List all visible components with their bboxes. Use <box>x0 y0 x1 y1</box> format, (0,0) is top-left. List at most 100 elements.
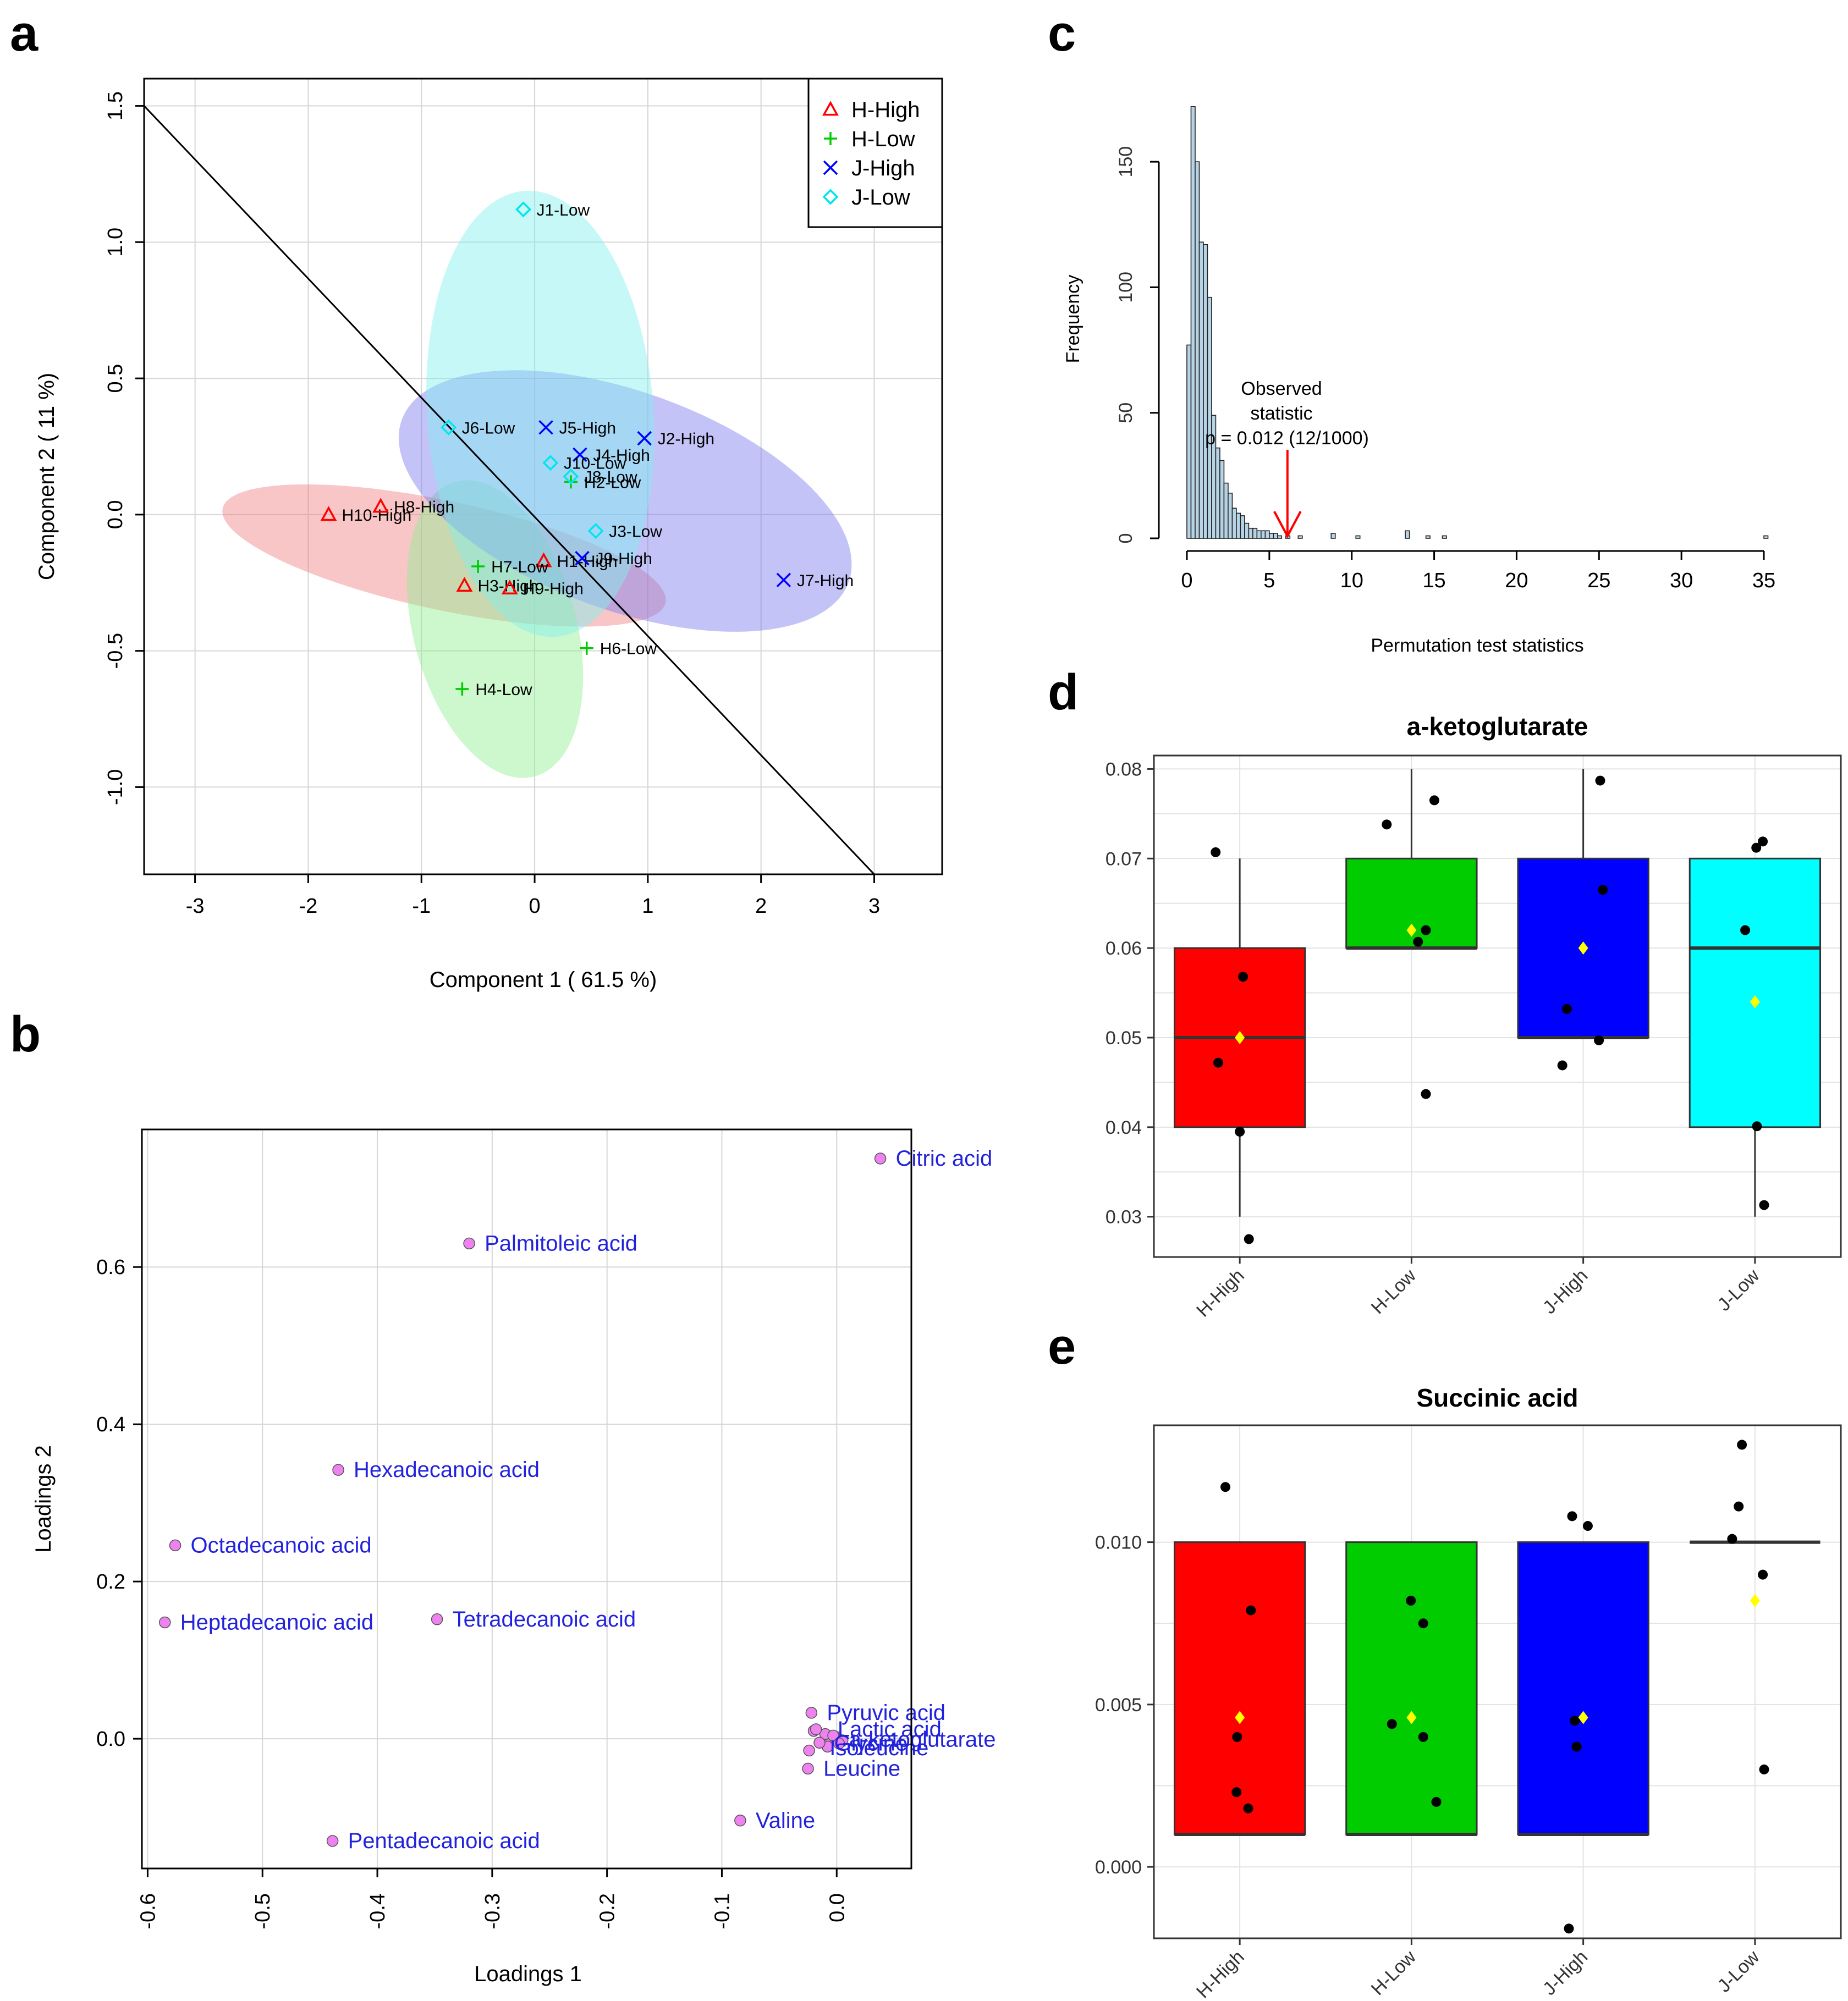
observed-annotation-line-1: Observed <box>1241 378 1322 399</box>
histogram-bar-28 <box>1425 535 1431 539</box>
panel-d-point-3-1 <box>1758 836 1768 847</box>
loading-point-Leucine <box>802 1762 814 1775</box>
loading-cluster-label-1: a-ketoglutarate <box>849 1728 996 1752</box>
panel-c-xtick-label-6: 30 <box>1670 569 1693 592</box>
panel-b-frame <box>141 1128 912 1870</box>
score-point-J5-High <box>538 420 553 435</box>
panel-d-xtick-label-1: H-Low <box>1367 1265 1421 1318</box>
panel-c-xtick-label-2: 10 <box>1340 569 1363 592</box>
panel-c-ytick-label-3: 150 <box>1115 146 1136 178</box>
panel-d-title: a-ketoglutarate <box>1407 712 1588 741</box>
score-point-J8-Low <box>563 468 579 484</box>
panel-d-point-3-4 <box>1759 1200 1769 1210</box>
panel-d-point-0-0 <box>1211 847 1221 857</box>
loading-cluster-point-8 <box>813 1737 826 1749</box>
histogram-bar-9 <box>1223 482 1229 539</box>
histogram-bar-19 <box>1264 530 1270 539</box>
panel-e-letter: e <box>1048 1319 1076 1375</box>
histogram-bar-18 <box>1261 530 1266 539</box>
observed-annotation-line-2: statistic <box>1250 403 1312 424</box>
panel-e-ytick-label-0: 0.000 <box>1095 1857 1142 1878</box>
panel-b-xtick-label-5: -0.1 <box>711 1893 734 1929</box>
loading-label-Valine: Valine <box>756 1809 815 1833</box>
score-point-H4-Low <box>455 682 469 696</box>
panel-d-mean-H-High <box>1235 1031 1245 1044</box>
legend-symbol-J-High <box>823 160 838 175</box>
score-point-J9-High <box>575 550 590 566</box>
panel-e-frame <box>1153 1424 1842 1939</box>
score-label-J5-High: J5-High <box>559 419 616 437</box>
panel-a-ytick-label-4: -0.5 <box>104 633 127 669</box>
loading-label-Octadecanoic acid: Octadecanoic acid <box>191 1533 372 1557</box>
panel-b-letter: b <box>10 1006 41 1062</box>
panel-d-point-0-3 <box>1235 1127 1245 1137</box>
panel-d-mean-J-High <box>1578 941 1588 955</box>
histogram-bar-13 <box>1240 515 1245 539</box>
panel-a-ytick-label-3: 0.0 <box>104 500 127 529</box>
score-label-H6-Low: H6-Low <box>600 640 657 658</box>
panel-c-xtick-label-3: 15 <box>1422 569 1445 592</box>
panel-e-point-3-3 <box>1758 1569 1768 1580</box>
legend-label-H-High: H-High <box>851 98 920 122</box>
score-label-J3-Low: J3-Low <box>609 523 662 541</box>
score-label-J6-Low: J6-Low <box>462 419 515 437</box>
panel-d-frame <box>1153 754 1842 1258</box>
loading-cluster-point-9 <box>803 1744 815 1757</box>
panel-e-point-2-2 <box>1570 1716 1580 1726</box>
loading-cluster-point-7 <box>833 1737 845 1750</box>
panel-d-ytick-label-1: 0.04 <box>1106 1117 1142 1138</box>
score-label-H9-High: H9-High <box>523 580 584 598</box>
panel-d-point-1-4 <box>1421 1089 1431 1099</box>
histogram-bar-21 <box>1273 533 1278 539</box>
panel-e-box-H-Low <box>1345 1541 1478 1835</box>
panel-d-point-2-4 <box>1594 1035 1604 1045</box>
panel-e-point-2-4 <box>1564 1923 1574 1934</box>
histogram-bar-1 <box>1190 106 1196 539</box>
loading-point-Pentadecanoic acid <box>326 1835 339 1847</box>
legend-symbol-H-High <box>822 101 839 116</box>
panel-e-point-2-3 <box>1571 1741 1582 1752</box>
loading-cluster-point-6 <box>827 1729 839 1742</box>
score-label-J2-High: J2-High <box>658 430 714 448</box>
panel-e-mean-H-Low <box>1406 1711 1417 1724</box>
histogram-bar-12 <box>1236 512 1241 539</box>
score-point-J7-High <box>776 572 791 588</box>
loading-label-Heptadecanoic acid: Heptadecanoic acid <box>180 1610 373 1634</box>
legend-symbol-J-Low <box>822 189 839 205</box>
score-point-H8-High <box>372 498 389 513</box>
panel-b-xtick-label-0: -0.6 <box>136 1893 160 1929</box>
panel-e-point-3-0 <box>1737 1440 1747 1450</box>
panel-e-point-0-3 <box>1231 1787 1242 1798</box>
panel-e-xtick-label-2: J-High <box>1539 1947 1592 1999</box>
panel-e-point-0-0 <box>1220 1482 1231 1492</box>
panel-d-ytick-label-0: 0.03 <box>1106 1207 1142 1228</box>
score-label-J7-High: J7-High <box>797 572 854 590</box>
panel-a-xtick-label-2: -1 <box>412 895 431 918</box>
panel-e-point-0-4 <box>1243 1803 1253 1813</box>
panel-d-mean-H-Low <box>1406 923 1417 937</box>
score-point-H1-High <box>535 552 552 567</box>
score-label-J10-Low: J10-Low <box>564 455 626 473</box>
panel-b-ylabel: Loadings 2 <box>31 1445 56 1553</box>
ellipse-H-Low <box>406 480 584 778</box>
panel-c-permutation-histogram: Observed statistic p = 0.012 (12/1000) 0 5 10… <box>1063 106 1775 656</box>
score-point-H3-High <box>456 577 473 592</box>
panel-a-ylabel: Component 2 ( 11 %) <box>35 373 59 580</box>
panel-a-xtick-label-0: -3 <box>186 895 205 918</box>
panel-d-ytick-label-2: 0.05 <box>1106 1028 1142 1049</box>
score-point-J6-Low <box>441 419 457 436</box>
panel-c-xlabel: Permutation test statistics <box>1371 635 1583 656</box>
score-point-H6-Low <box>580 641 593 655</box>
loading-cluster-label-0: Lactic acid <box>838 1717 942 1741</box>
panel-a-pca-scores: H10-HighH8-HighH3-HighH9-HighH1-HighH7-L… <box>35 78 943 992</box>
panel-b-ytick-label-0: 0.0 <box>96 1728 125 1751</box>
panel-e-point-1-2 <box>1387 1719 1397 1729</box>
panel-b-ytick-label-1: 0.2 <box>96 1570 125 1594</box>
loading-point-Valine <box>734 1815 746 1827</box>
histogram-bar-11 <box>1231 508 1237 539</box>
panel-e-point-2-1 <box>1582 1521 1593 1531</box>
score-point-H9-High <box>501 580 518 595</box>
panel-e-point-3-4 <box>1759 1764 1769 1774</box>
panel-e-mean-J-High <box>1578 1711 1588 1724</box>
